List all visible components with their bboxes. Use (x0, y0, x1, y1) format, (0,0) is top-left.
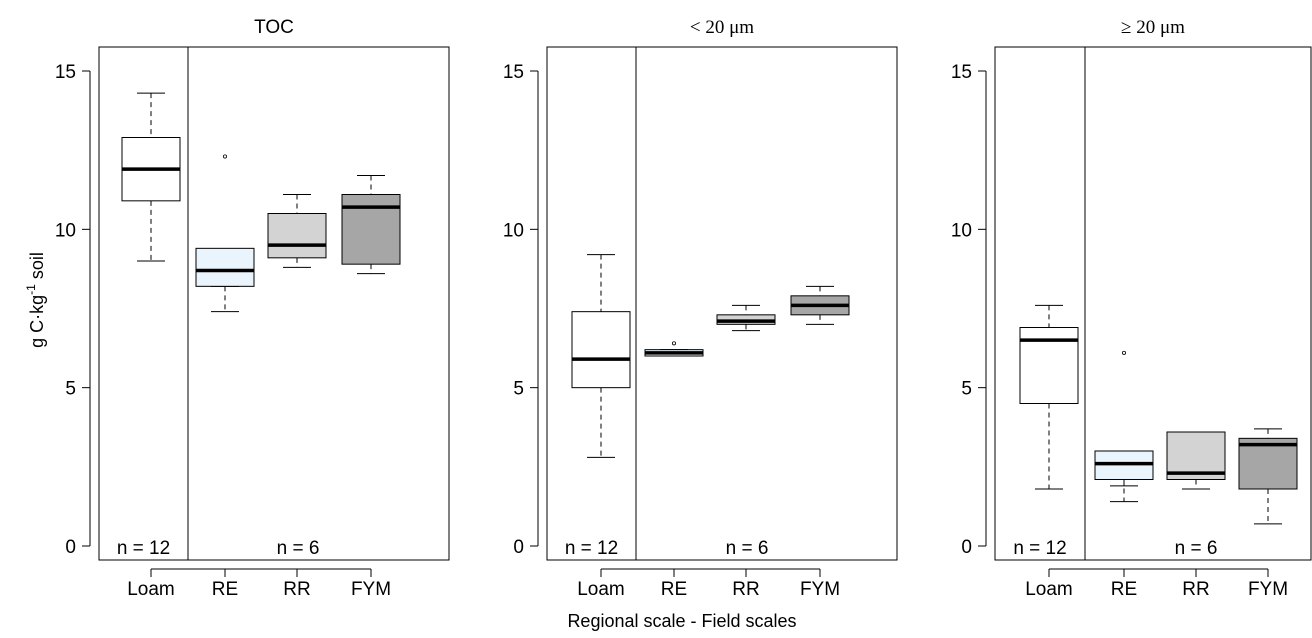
y-tick-label: 5 (65, 379, 76, 400)
y-tick-label: 5 (513, 379, 524, 400)
iqr-box (571, 311, 631, 389)
box-fym (1238, 428, 1298, 525)
box-fym (790, 285, 850, 325)
plot-frame (994, 46, 1312, 561)
x-tick-label: RR (283, 579, 310, 600)
x-axis-label: Regional scale - Field scales (567, 611, 796, 631)
x-tick-label: Loam (577, 579, 625, 600)
y-tick-label: 15 (503, 62, 524, 83)
x-tick-label: FYM (800, 579, 840, 600)
panel-title: < 20 μm (690, 17, 754, 38)
iqr-box (195, 247, 255, 287)
n-label-loam: n = 12 (117, 538, 170, 559)
x-tick-label: RE (1111, 579, 1137, 600)
outlier-point (672, 341, 677, 346)
x-tick-label: FYM (1248, 579, 1288, 600)
box-rr (716, 304, 776, 332)
box-re (644, 341, 704, 357)
iqr-box (267, 213, 327, 259)
box-fym (341, 175, 401, 275)
y-tick-label: 10 (503, 220, 524, 241)
outlier-point (1122, 350, 1127, 355)
x-tick-label: RE (661, 579, 687, 600)
x-tick-label: Loam (1025, 579, 1073, 600)
n-label-loam: n = 12 (1013, 538, 1066, 559)
x-tick-label: RE (212, 579, 238, 600)
x-tick-label: Loam (127, 579, 175, 600)
n-label-field: n = 6 (277, 538, 320, 559)
panel: ≥ 20 μm 0 5 10 15 Loam RE RR FYM n = 12 n = 6 (951, 17, 1312, 600)
y-tick-label: 15 (951, 62, 972, 83)
panel-title: TOC (254, 17, 294, 38)
chart-panels: TOC 0 5 10 15 Loam RE RR FYM n = 12 n = 6 < 20 μm 0 5… (55, 17, 1312, 600)
n-label-field: n = 6 (726, 538, 769, 559)
outlier-point (222, 154, 227, 159)
y-tick-label: 0 (513, 537, 524, 558)
y-axis-label: g C·kg-1 soil (24, 252, 47, 348)
y-tick-label: 10 (951, 220, 972, 241)
n-label-loam: n = 12 (565, 538, 618, 559)
box-loam (1019, 304, 1079, 490)
y-tick-label: 10 (55, 220, 76, 241)
x-tick-label: FYM (351, 579, 391, 600)
iqr-box (1238, 437, 1298, 490)
x-tick-label: RR (1182, 579, 1209, 600)
iqr-box (341, 194, 401, 265)
box-loam (121, 92, 181, 262)
box-re (195, 154, 255, 313)
box-rr (267, 194, 327, 268)
y-tick-label: 0 (961, 537, 972, 558)
y-tick-label: 15 (55, 62, 76, 83)
box-rr (1166, 431, 1226, 490)
panel-title: ≥ 20 μm (1121, 17, 1185, 38)
plot-frame (98, 46, 450, 561)
box-re (1094, 350, 1154, 503)
box-loam (571, 254, 631, 458)
n-label-field: n = 6 (1175, 538, 1218, 559)
plot-frame (546, 46, 898, 561)
x-tick-label: RR (732, 579, 759, 600)
panel: < 20 μm 0 5 10 15 Loam RE RR FYM n = 12 n = 6 (503, 17, 898, 600)
panel: TOC 0 5 10 15 Loam RE RR FYM n = 12 n = 6 (55, 17, 450, 600)
y-axis-label-exponent: -1 (24, 284, 38, 295)
y-tick-label: 5 (961, 379, 972, 400)
y-axis-label-main: g C·kg (27, 295, 47, 348)
y-tick-label: 0 (65, 537, 76, 558)
y-axis-label-tail: soil (27, 252, 47, 284)
svg-text:g C·kg-1 soil: g C·kg-1 soil (24, 252, 47, 348)
